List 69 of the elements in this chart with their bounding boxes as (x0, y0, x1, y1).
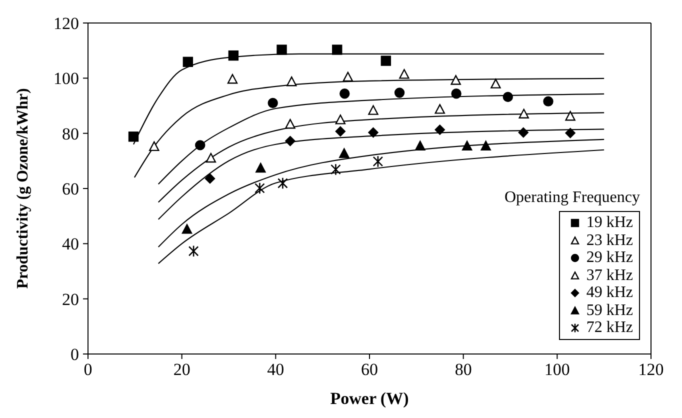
point (182, 224, 192, 234)
y-tick-label: 120 (54, 14, 79, 34)
legend-label: 19 kHz (586, 214, 633, 232)
x-tick-label: 80 (454, 360, 472, 380)
point (434, 124, 445, 135)
point (227, 74, 238, 84)
x-tick-label: 20 (173, 360, 190, 380)
point (565, 110, 576, 121)
point (394, 88, 405, 98)
point (340, 88, 350, 99)
point (399, 69, 410, 79)
point (228, 50, 239, 61)
point (450, 75, 461, 85)
point (285, 136, 296, 146)
point (268, 98, 278, 108)
point (502, 92, 514, 102)
point (518, 108, 529, 118)
point (182, 56, 194, 67)
point (204, 173, 216, 184)
y-axis-title: Productivity (g Ozone/kWhr) (14, 88, 32, 289)
point (339, 148, 350, 158)
y-tick-label: 60 (62, 180, 79, 199)
point (256, 162, 266, 173)
point (285, 118, 296, 129)
x-tick-label: 120 (638, 360, 664, 380)
point (332, 44, 342, 55)
x-tick-label: 0 (84, 360, 92, 380)
legend-label: 59 kHz (586, 302, 633, 320)
y-tick-label: 80 (62, 124, 79, 144)
legend-title: Operating Frequency (504, 189, 640, 208)
point (278, 177, 288, 190)
point (368, 105, 378, 115)
point (254, 182, 265, 194)
point (342, 72, 354, 82)
point (149, 141, 160, 152)
legend-label: 49 kHz (586, 284, 633, 302)
point (188, 245, 199, 258)
x-tick-label: 40 (267, 360, 284, 380)
point (335, 126, 346, 137)
legend-label: 29 kHz (586, 249, 633, 267)
legend-label: 72 kHz (586, 319, 633, 337)
point (490, 78, 501, 88)
point (206, 152, 216, 163)
point (543, 96, 554, 106)
point (462, 140, 472, 150)
point (415, 140, 426, 150)
y-tick-label: 0 (70, 345, 79, 364)
x-axis-title: Power (W) (330, 389, 409, 408)
y-tick-label: 20 (62, 290, 79, 309)
point (518, 127, 528, 138)
legend-label: 23 kHz (586, 232, 633, 250)
point (276, 44, 287, 55)
x-tick-label: 60 (361, 360, 378, 380)
legend-label: 37 kHz (586, 266, 633, 284)
point (286, 76, 297, 86)
point (128, 132, 139, 142)
point (434, 104, 445, 114)
x-tick-label: 100 (544, 360, 570, 380)
point (335, 114, 346, 124)
point (480, 140, 491, 150)
y-tick-label: 40 (62, 234, 79, 254)
point (380, 56, 392, 66)
point (565, 128, 576, 138)
point (330, 163, 341, 176)
point (368, 127, 378, 138)
point (451, 88, 462, 99)
point (372, 155, 384, 168)
y-tick-label: 100 (54, 69, 79, 88)
point (195, 140, 206, 150)
